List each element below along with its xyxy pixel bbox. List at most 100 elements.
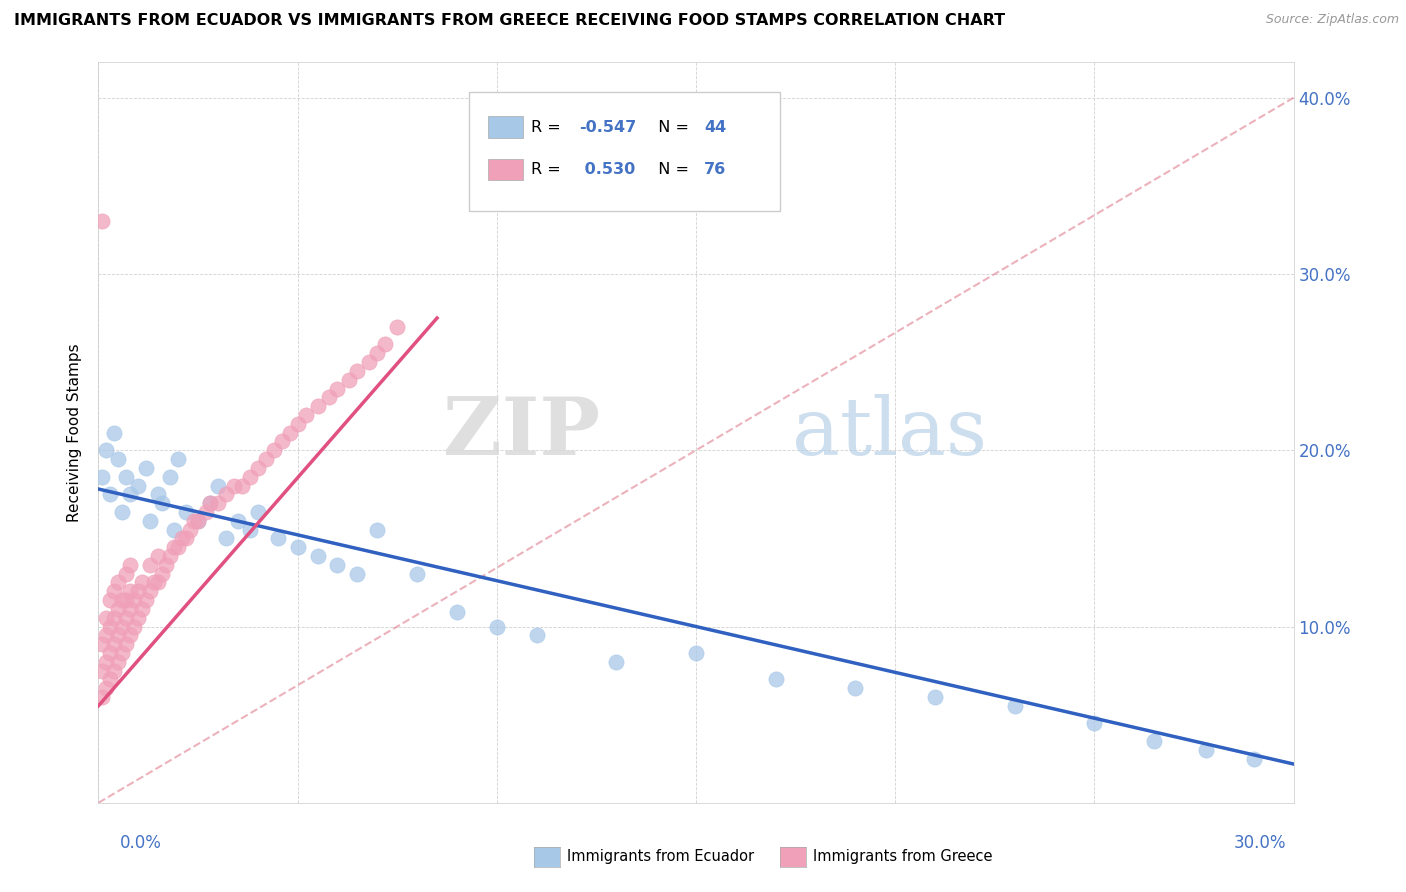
Point <box>148 575 170 590</box>
Point <box>1004 698 1026 713</box>
Text: -0.547: -0.547 <box>579 120 636 135</box>
Point <box>278 425 301 440</box>
Point <box>167 540 190 554</box>
Point <box>359 355 381 369</box>
Point <box>246 461 269 475</box>
Point <box>215 532 238 546</box>
Point <box>339 373 361 387</box>
Point <box>263 443 285 458</box>
Point <box>163 540 186 554</box>
Text: atlas: atlas <box>792 393 987 472</box>
Point <box>239 469 262 483</box>
Point <box>98 646 122 660</box>
Point <box>155 558 177 572</box>
FancyBboxPatch shape <box>488 159 523 180</box>
Point <box>287 417 309 431</box>
Point <box>131 575 153 590</box>
Point <box>107 602 129 616</box>
Point <box>150 496 173 510</box>
Point <box>115 637 138 651</box>
Point <box>307 549 329 563</box>
Point <box>139 558 162 572</box>
Point <box>91 664 114 678</box>
Point <box>172 532 194 546</box>
Point <box>167 452 190 467</box>
Point <box>215 487 238 501</box>
FancyBboxPatch shape <box>488 117 523 138</box>
Point <box>270 434 292 449</box>
Point <box>198 496 221 510</box>
Point <box>318 390 340 404</box>
Point <box>605 655 627 669</box>
Point <box>374 337 396 351</box>
Point <box>844 681 866 696</box>
Text: IMMIGRANTS FROM ECUADOR VS IMMIGRANTS FROM GREECE RECEIVING FOOD STAMPS CORRELAT: IMMIGRANTS FROM ECUADOR VS IMMIGRANTS FR… <box>14 13 1005 29</box>
Point <box>120 628 142 642</box>
Point <box>107 628 129 642</box>
Point <box>1143 734 1166 748</box>
Point <box>131 602 153 616</box>
Point <box>183 514 205 528</box>
Point <box>135 461 157 475</box>
Point <box>187 514 209 528</box>
Point <box>98 673 122 687</box>
Text: ZIP: ZIP <box>443 393 600 472</box>
Point <box>103 637 125 651</box>
Text: N =: N = <box>648 120 695 135</box>
Point <box>135 593 157 607</box>
Point <box>485 619 508 633</box>
Point <box>326 382 349 396</box>
Point <box>120 558 142 572</box>
Point <box>115 593 138 607</box>
Point <box>267 532 290 546</box>
Point <box>127 478 149 492</box>
Point <box>195 505 218 519</box>
Point <box>366 523 388 537</box>
Point <box>111 646 134 660</box>
Point <box>107 575 129 590</box>
Point <box>98 487 122 501</box>
Point <box>385 319 409 334</box>
Point <box>163 523 186 537</box>
Point <box>111 505 134 519</box>
Point <box>139 584 162 599</box>
Point <box>107 452 129 467</box>
Point <box>226 514 249 528</box>
Point <box>96 610 118 624</box>
Point <box>96 628 118 642</box>
Point <box>287 540 309 554</box>
Point <box>139 514 162 528</box>
Point <box>222 478 245 492</box>
Point <box>765 673 787 687</box>
Point <box>91 690 114 704</box>
Point <box>91 469 114 483</box>
Point <box>159 549 181 563</box>
Point <box>103 664 125 678</box>
Point <box>143 575 166 590</box>
FancyBboxPatch shape <box>470 92 780 211</box>
Point <box>115 610 138 624</box>
Text: 76: 76 <box>704 162 727 178</box>
Point <box>366 346 388 360</box>
Point <box>526 628 548 642</box>
Point <box>254 452 277 467</box>
Point <box>207 496 229 510</box>
Point <box>326 558 349 572</box>
Point <box>103 425 125 440</box>
Point <box>98 593 122 607</box>
Point <box>346 364 368 378</box>
Point <box>924 690 946 704</box>
Text: R =: R = <box>531 120 567 135</box>
Text: 0.530: 0.530 <box>579 162 636 178</box>
Point <box>207 478 229 492</box>
Point <box>96 655 118 669</box>
Text: Immigrants from Ecuador: Immigrants from Ecuador <box>567 849 754 863</box>
Text: Source: ZipAtlas.com: Source: ZipAtlas.com <box>1265 13 1399 27</box>
Point <box>179 523 201 537</box>
Point <box>150 566 173 581</box>
Point <box>91 214 114 228</box>
Point <box>98 619 122 633</box>
Point <box>111 593 134 607</box>
Text: Immigrants from Greece: Immigrants from Greece <box>813 849 993 863</box>
Text: 30.0%: 30.0% <box>1234 834 1286 852</box>
